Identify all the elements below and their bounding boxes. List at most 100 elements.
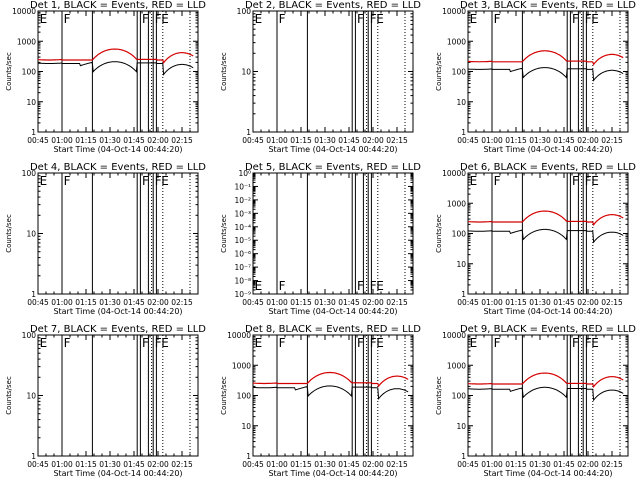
x-tick-label: 02:15 bbox=[601, 298, 623, 307]
x-tick-label: 02:15 bbox=[601, 460, 623, 469]
chart-panel-det6: Det 6, BLACK = Events, RED = LLD 1 10 100 10… bbox=[435, 162, 636, 316]
x-tick-label: 01:30 bbox=[99, 136, 121, 145]
event-marker-label: F bbox=[357, 12, 364, 26]
y-tick-label: 100 bbox=[452, 68, 467, 77]
x-tick-label: 02:15 bbox=[386, 460, 408, 469]
y-tick-label: 100 bbox=[22, 331, 37, 340]
y-tick-label: 10 bbox=[26, 98, 36, 107]
x-tick-label: 02:00 bbox=[577, 136, 599, 145]
chart-panel-det2: Det 2, BLACK = Events, RED = LLD 1 10 100 Co… bbox=[220, 0, 421, 154]
y-tick-label: 10 bbox=[26, 230, 36, 239]
y-tick-label: 1 bbox=[461, 290, 466, 299]
x-tick-label: 01:15 bbox=[75, 298, 97, 307]
event-marker-label: F bbox=[64, 174, 71, 188]
x-tick-label: 01:30 bbox=[529, 460, 551, 469]
y-tick-label: 10⁻⁷ bbox=[234, 263, 251, 272]
events-series-line bbox=[592, 69, 624, 82]
events-series-line bbox=[521, 386, 568, 399]
event-marker-label: E bbox=[591, 174, 599, 188]
event-marker-label: E bbox=[40, 174, 48, 188]
chart-panel-det4: Det 4, BLACK = Events, RED = LLD 1 10 100 Co… bbox=[5, 162, 206, 316]
x-tick-label: 01:15 bbox=[75, 460, 97, 469]
event-marker-label: E bbox=[591, 12, 599, 26]
event-marker-label: E bbox=[376, 12, 384, 26]
x-tick-label: 01:30 bbox=[99, 460, 121, 469]
x-axis-label: Start Time (04-Oct-14 00:44:20) bbox=[483, 145, 612, 154]
chart-panel-det3: Det 3, BLACK = Events, RED = LLD 1 10 100 10… bbox=[435, 0, 636, 154]
x-tick-label: 02:00 bbox=[147, 460, 169, 469]
y-tick-label: 100 bbox=[22, 68, 37, 77]
events-series-line bbox=[277, 386, 308, 391]
x-tick-label: 01:00 bbox=[266, 136, 288, 145]
chart-title: Det 1, BLACK = Events, RED = LLD bbox=[30, 0, 206, 11]
y-tick-label: 10⁻⁶ bbox=[234, 250, 251, 259]
x-tick-label: 01:45 bbox=[338, 460, 360, 469]
y-tick-label: 10⁻⁵ bbox=[234, 236, 251, 245]
x-tick-label: 00:45 bbox=[457, 136, 479, 145]
event-marker-label: E bbox=[255, 336, 263, 350]
y-tick-label: 100 bbox=[452, 230, 467, 239]
event-marker-label: F bbox=[142, 174, 149, 188]
event-marker-label: F bbox=[494, 336, 501, 350]
x-axis-label: Start Time (04-Oct-14 00:44:20) bbox=[53, 469, 182, 478]
x-tick-label: 01:45 bbox=[123, 298, 145, 307]
y-tick-label: 10000 bbox=[12, 7, 36, 16]
events-series-line bbox=[62, 61, 93, 67]
x-tick-label: 01:45 bbox=[553, 298, 575, 307]
chart-panel-det7: Det 7, BLACK = Events, RED = LLD 1 10 100 Co… bbox=[5, 324, 206, 478]
event-marker-label: E bbox=[255, 12, 263, 26]
event-marker-label: F bbox=[494, 12, 501, 26]
x-tick-label: 01:30 bbox=[529, 298, 551, 307]
event-marker-label: F bbox=[64, 12, 71, 26]
event-marker-label: F bbox=[370, 279, 377, 293]
x-tick-label: 02:00 bbox=[147, 298, 169, 307]
x-tick-label: 01:00 bbox=[51, 136, 73, 145]
lld-series-line bbox=[153, 58, 163, 61]
y-tick-label: 1000 bbox=[447, 199, 466, 208]
events-series-line bbox=[91, 61, 138, 73]
y-axis-label: Counts/sec bbox=[435, 214, 443, 253]
x-tick-label: 01:30 bbox=[314, 136, 336, 145]
y-axis-label: Counts/sec bbox=[5, 214, 13, 253]
y-tick-label: 1 bbox=[461, 452, 466, 461]
chart-title: Det 2, BLACK = Events, RED = LLD bbox=[245, 0, 421, 11]
lld-series-line bbox=[368, 382, 378, 385]
event-marker-label: E bbox=[591, 336, 599, 350]
y-tick-label: 10000 bbox=[442, 7, 466, 16]
x-tick-label: 00:45 bbox=[242, 136, 264, 145]
event-marker-label: E bbox=[40, 336, 48, 350]
events-series-line bbox=[368, 386, 378, 389]
x-axis-label: Start Time (04-Oct-14 00:44:20) bbox=[268, 145, 397, 154]
event-marker-label: F bbox=[572, 12, 579, 26]
x-tick-label: 01:00 bbox=[266, 460, 288, 469]
x-tick-label: 02:15 bbox=[386, 136, 408, 145]
y-tick-label: 1 bbox=[246, 128, 251, 137]
event-marker-label: F bbox=[357, 336, 364, 350]
x-tick-label: 02:15 bbox=[171, 298, 193, 307]
events-series-line bbox=[306, 385, 353, 398]
lld-series-line bbox=[306, 371, 353, 384]
x-tick-label: 01:30 bbox=[314, 460, 336, 469]
event-marker-label: E bbox=[470, 174, 478, 188]
x-tick-label: 02:00 bbox=[577, 298, 599, 307]
events-series-line bbox=[592, 231, 624, 244]
y-tick-label: 100 bbox=[22, 169, 37, 178]
y-tick-label: 10⁻⁴ bbox=[234, 223, 251, 232]
event-marker-label: F bbox=[155, 174, 162, 188]
event-marker-label: F bbox=[494, 174, 501, 188]
x-tick-label: 02:15 bbox=[386, 298, 408, 307]
x-tick-label: 01:45 bbox=[123, 136, 145, 145]
x-tick-label: 01:45 bbox=[553, 460, 575, 469]
event-marker-label: F bbox=[572, 336, 579, 350]
chart-title: Det 6, BLACK = Events, RED = LLD bbox=[460, 162, 636, 173]
lld-series-line bbox=[583, 220, 593, 223]
events-series-line bbox=[377, 387, 409, 401]
y-tick-label: 100 bbox=[452, 392, 467, 401]
y-tick-label: 10⁻² bbox=[234, 196, 251, 205]
event-marker-label: E bbox=[161, 174, 169, 188]
x-tick-label: 01:45 bbox=[553, 136, 575, 145]
y-tick-label: 1 bbox=[31, 290, 36, 299]
lld-series-line bbox=[521, 50, 568, 63]
